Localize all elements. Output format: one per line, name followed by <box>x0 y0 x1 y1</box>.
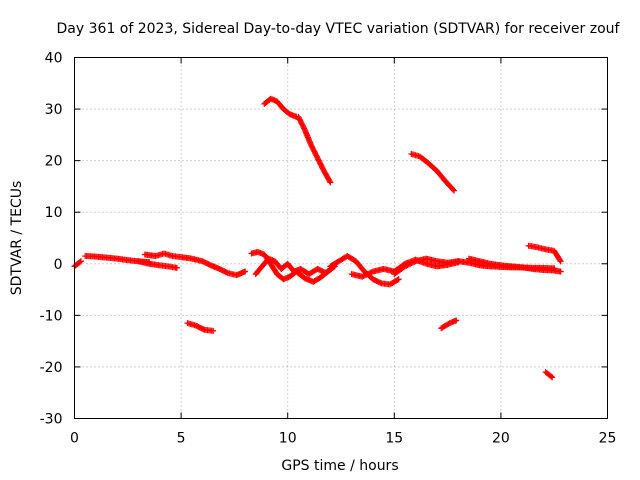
data-point <box>361 272 368 279</box>
series-arc-17 <box>465 255 564 275</box>
data-point <box>557 258 564 265</box>
series-arc-11 <box>348 265 398 280</box>
y-tick-label: 40 <box>45 51 63 67</box>
x-tick-label: 10 <box>279 431 297 447</box>
data-point <box>450 186 457 193</box>
data-point <box>368 269 375 276</box>
data-point <box>557 268 564 275</box>
y-tick-label: 20 <box>45 154 63 170</box>
x-tick-labels: 0 5 10 15 20 25 <box>70 431 616 447</box>
data-point <box>364 271 371 278</box>
data-point <box>327 179 334 186</box>
data-point <box>549 374 556 381</box>
x-tick-label: 25 <box>599 431 617 447</box>
series-arc-14 <box>408 150 457 194</box>
data-point <box>367 269 374 276</box>
axis-ticks <box>74 57 608 419</box>
data-point <box>556 257 563 264</box>
data-point <box>394 276 401 283</box>
data-marks <box>71 95 564 381</box>
data-point <box>210 327 217 334</box>
chart-title: Day 361 of 2023, Sidereal Day-to-day VTE… <box>57 21 621 37</box>
y-tick-label: -20 <box>40 360 63 376</box>
y-axis-label: SDTVAR / TECUs <box>9 181 25 296</box>
y-tick-label: -10 <box>40 308 63 324</box>
series-arc-10 <box>327 253 402 288</box>
y-tick-label: -30 <box>40 412 63 428</box>
series-arc-5 <box>184 320 217 334</box>
series-arc-1 <box>71 258 84 270</box>
series-arc-8 <box>261 95 300 120</box>
series-arc-4 <box>141 250 249 279</box>
grid <box>74 57 608 419</box>
data-point <box>450 187 457 194</box>
series-arc-3 <box>135 258 180 271</box>
data-point <box>77 258 84 265</box>
data-point <box>365 270 372 277</box>
data-point <box>453 317 460 324</box>
x-axis-label: GPS time / hours <box>281 458 398 474</box>
data-point <box>242 268 249 275</box>
series-arc-15 <box>438 317 460 332</box>
data-point <box>76 259 83 266</box>
plot-frame <box>74 57 608 419</box>
series-arc-19 <box>542 369 556 381</box>
y-tick-label: 10 <box>45 205 63 221</box>
data-point <box>395 276 402 283</box>
series-arc-9 <box>295 113 334 186</box>
x-tick-label: 5 <box>177 431 186 447</box>
series-arc-18 <box>525 242 564 265</box>
data-point <box>326 178 333 185</box>
data-point <box>363 271 370 278</box>
y-tick-labels: -30 -20 -10 0 10 20 30 40 <box>40 51 63 428</box>
y-tick-label: 0 <box>54 257 63 273</box>
data-point <box>359 273 366 280</box>
data-point <box>360 273 367 280</box>
x-tick-label: 0 <box>70 431 79 447</box>
x-tick-label: 15 <box>385 431 403 447</box>
data-point <box>548 373 555 380</box>
x-tick-label: 20 <box>492 431 510 447</box>
data-point <box>173 264 180 271</box>
y-tick-label: 30 <box>45 102 63 118</box>
